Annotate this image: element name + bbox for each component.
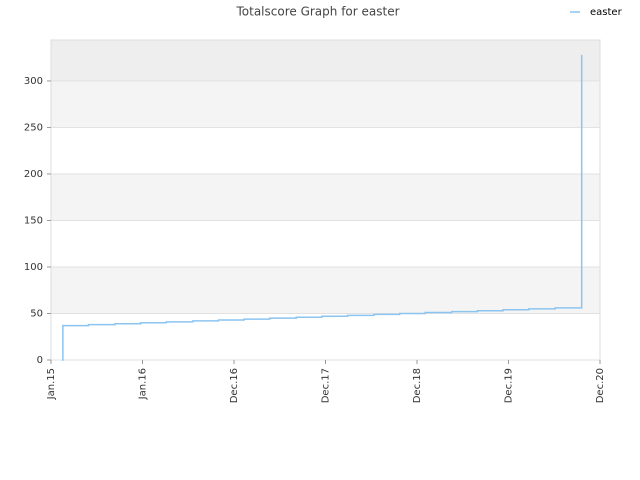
y-tick-label: 100 [24,262,43,273]
plot-band [51,40,600,81]
x-tick-label: Dec.18 [412,368,423,403]
y-tick-label: 150 [24,215,43,226]
x-tick-label: Jan.15 [46,368,57,400]
x-tick-label: Dec.20 [595,368,606,403]
plot-band [51,313,600,360]
plot-band [51,266,600,314]
y-tick-label: 50 [30,308,43,319]
y-tick-label: 300 [24,76,43,87]
y-tick-label: 200 [24,169,43,180]
plot-band [51,173,600,221]
y-tick-label: 0 [37,355,43,366]
x-tick-label: Dec.17 [321,368,332,403]
series-line [61,54,583,361]
plot-band [51,80,600,128]
x-tick-label: Dec.19 [504,368,515,403]
plot-band [51,220,600,267]
legend-label: easter [590,7,623,18]
x-tick-label: Jan.16 [138,368,149,400]
chart-title: Totalscore Graph for easter [235,5,399,19]
x-tick-label: Dec.16 [229,368,240,403]
plot-band [51,127,600,174]
y-tick-label: 250 [24,122,43,133]
